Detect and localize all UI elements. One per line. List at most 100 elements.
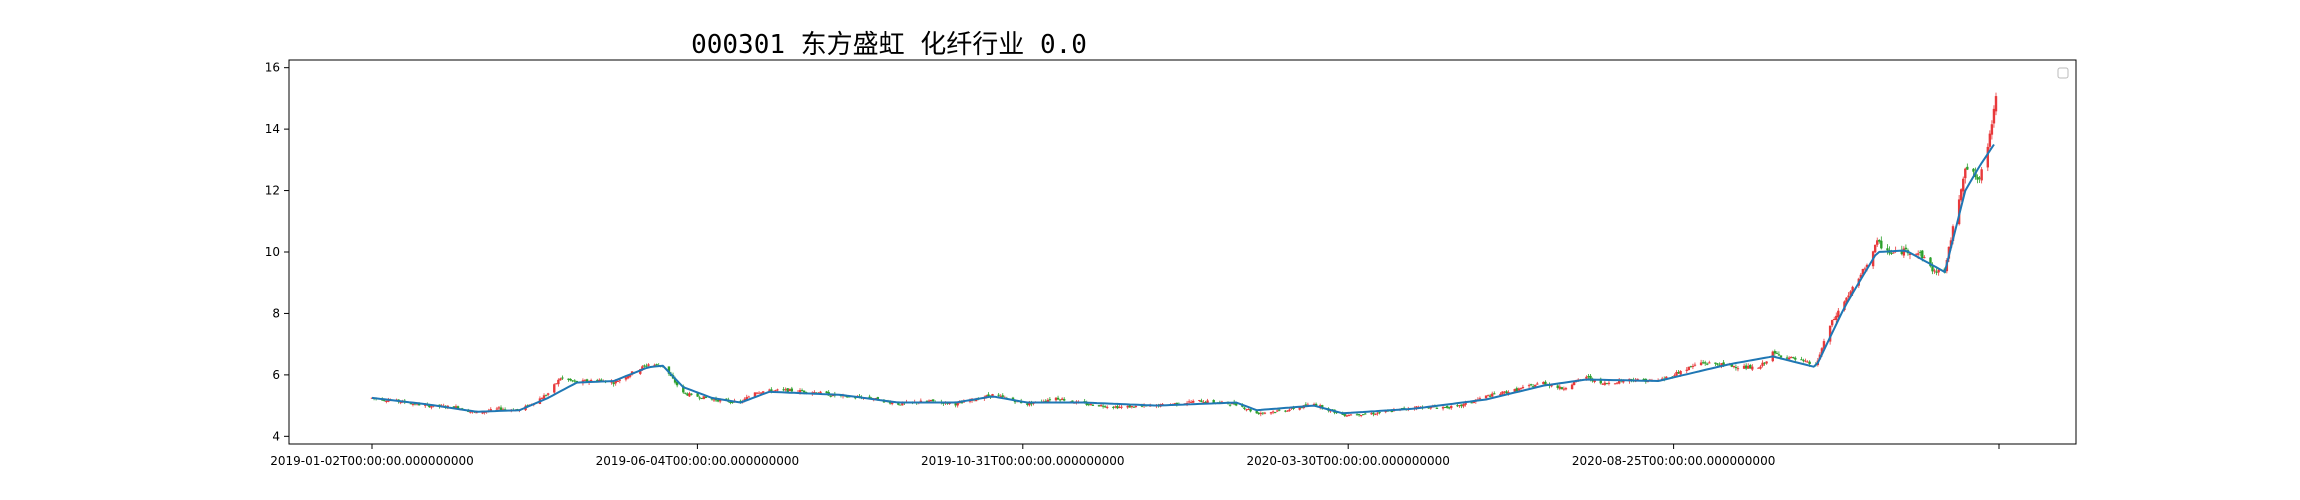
candle-body xyxy=(1720,363,1723,366)
candle-body xyxy=(1861,269,1865,275)
candle-body xyxy=(739,400,742,402)
candle-body xyxy=(710,398,714,400)
candle-body xyxy=(1990,124,1994,135)
candle-body xyxy=(1359,415,1363,417)
candle-body xyxy=(702,396,705,400)
candle-body xyxy=(1572,381,1576,386)
candle-body xyxy=(1187,401,1191,403)
candle-body xyxy=(960,402,964,404)
candle-body xyxy=(798,390,802,393)
candle-body xyxy=(755,392,759,394)
candle-body xyxy=(540,398,544,400)
candle-body xyxy=(788,389,791,391)
candle-body xyxy=(819,391,822,394)
candle-body xyxy=(999,395,1002,397)
candle-body xyxy=(1701,362,1705,364)
candle-body xyxy=(1980,169,1983,181)
candle-body xyxy=(1937,269,1940,273)
candle-body xyxy=(1376,412,1379,414)
candle-body xyxy=(481,412,484,414)
candle-body xyxy=(495,408,499,410)
candle-body xyxy=(1300,407,1303,409)
candle-body xyxy=(1605,383,1609,385)
candle-body xyxy=(1687,366,1691,371)
candle-body xyxy=(1703,362,1707,364)
candle-body xyxy=(1921,250,1924,259)
candle-body xyxy=(1286,410,1289,412)
candle-body xyxy=(1189,401,1193,403)
candle-body xyxy=(1972,168,1975,172)
candle-body xyxy=(417,403,421,406)
candle-body xyxy=(1026,403,1029,405)
candle-body xyxy=(616,381,619,383)
candle-body xyxy=(929,399,933,401)
candle-body xyxy=(1060,398,1064,401)
candle-body xyxy=(1808,361,1811,365)
candle-body xyxy=(716,400,720,402)
candle-body xyxy=(774,390,777,392)
candle-body xyxy=(776,389,779,391)
candle-body xyxy=(1806,361,1809,363)
candle-body xyxy=(1198,399,1201,401)
candle-body xyxy=(974,399,978,402)
chart-title: 000301 东方盛虹 化纤行业 0.0 xyxy=(691,30,1087,60)
candle-body xyxy=(1536,383,1539,385)
candle-body xyxy=(612,382,615,385)
candle-body xyxy=(987,394,990,397)
candle-body xyxy=(1441,407,1445,409)
candle-body xyxy=(1607,382,1611,384)
candle-body xyxy=(747,396,751,398)
candle-body xyxy=(1929,257,1932,267)
candle-body xyxy=(1056,397,1060,400)
candle-body xyxy=(1914,254,1918,256)
candle-body xyxy=(1845,297,1848,303)
candle-body xyxy=(688,393,691,397)
candle-body xyxy=(1288,409,1291,412)
candle-body xyxy=(1044,400,1047,402)
candle-body xyxy=(1849,291,1852,296)
candle-body xyxy=(1587,376,1590,378)
y-axis: 4 6 8 10 12 14 16 xyxy=(265,61,289,443)
candle-body xyxy=(1243,407,1246,409)
candle-body xyxy=(1747,365,1750,369)
candle-body xyxy=(655,364,658,366)
candle-body xyxy=(1085,402,1088,406)
candle-body xyxy=(1763,362,1766,364)
candle-body xyxy=(497,407,501,409)
candle-body xyxy=(1564,388,1568,390)
candle-body xyxy=(1800,359,1803,361)
candle-body xyxy=(553,384,556,393)
candle-body xyxy=(489,409,492,411)
candle-body xyxy=(784,389,787,391)
candle-body xyxy=(1175,402,1179,405)
candle-body xyxy=(469,411,472,413)
x-axis: 2019-01-02T00:00:00.000000000 2019-06-04T… xyxy=(270,444,2000,468)
x-tick-label: 2019-01-02T00:00:00.000000000 xyxy=(270,454,474,468)
candle-body xyxy=(1241,405,1244,407)
candle-body xyxy=(1820,348,1824,355)
candle-body xyxy=(1708,362,1711,364)
candle-body xyxy=(1521,386,1525,389)
candle-body xyxy=(1255,411,1258,414)
candle-body xyxy=(802,390,806,393)
candle-body xyxy=(1534,384,1537,387)
candle-body xyxy=(1976,177,1979,180)
candle-body xyxy=(770,389,773,392)
candle-body xyxy=(1220,401,1224,403)
candle-body xyxy=(690,393,693,395)
candle-body xyxy=(1615,382,1619,384)
candle-body xyxy=(1828,325,1832,342)
candle-body xyxy=(1833,319,1836,321)
candle-body xyxy=(790,388,794,392)
candle-body xyxy=(1228,404,1232,406)
candle-body xyxy=(1120,406,1123,408)
candle-body xyxy=(1699,362,1703,366)
candle-body xyxy=(1933,270,1936,272)
candle-body xyxy=(1097,405,1101,407)
candle-body xyxy=(1464,402,1467,405)
candle-body xyxy=(1501,391,1504,395)
candle-body xyxy=(757,392,761,394)
candle-body xyxy=(1298,407,1301,410)
candle-body xyxy=(1372,412,1375,415)
